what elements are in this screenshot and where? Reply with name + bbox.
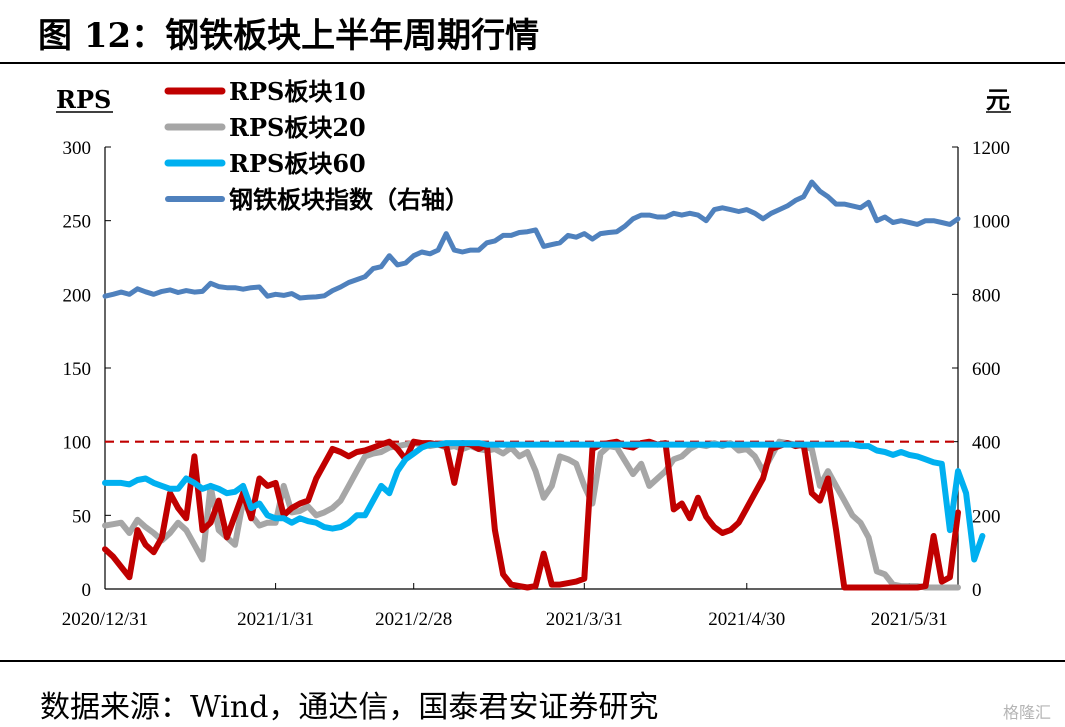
x-tick-label: 2021/1/31 bbox=[237, 609, 314, 630]
line-chart: 0 50 100 150 200 250 300 0 200 400 600 800 1000 1200 2… bbox=[56, 77, 1011, 630]
right-tick-label: 200 bbox=[972, 506, 1001, 527]
left-tick-label: 0 bbox=[82, 580, 92, 601]
title-rule bbox=[0, 62, 1065, 64]
watermark-logo: 格隆汇 bbox=[1002, 703, 1051, 722]
right-tick-label: 600 bbox=[972, 359, 1001, 380]
right-tick-label: 400 bbox=[972, 433, 1001, 454]
legend-label-1: RPS板块20 bbox=[229, 113, 366, 142]
series-line-3 bbox=[102, 179, 961, 301]
legend-label-2: RPS板块60 bbox=[229, 149, 366, 178]
right-tick-label: 0 bbox=[972, 580, 982, 601]
right-tick-label: 800 bbox=[972, 285, 1001, 306]
right-axis-unit: 元 bbox=[986, 85, 1010, 114]
x-tick-label: 2021/3/31 bbox=[546, 609, 623, 630]
left-tick-label: 250 bbox=[63, 212, 92, 233]
series-line-0 bbox=[102, 438, 961, 591]
left-tick-label: 100 bbox=[63, 433, 92, 454]
x-tick-label: 2020/12/31 bbox=[62, 609, 149, 630]
right-tick-label: 1200 bbox=[972, 138, 1010, 159]
series-layer bbox=[102, 179, 986, 591]
series-line-2 bbox=[102, 440, 986, 563]
left-tick-label: 150 bbox=[63, 359, 92, 380]
legend: RPS板块10 RPS板块20 RPS板块60 钢铁板块指数（右轴） bbox=[164, 77, 469, 214]
x-tick-label: 2021/5/31 bbox=[871, 609, 948, 630]
left-tick-label: 50 bbox=[72, 506, 91, 527]
left-axis-unit: RPS bbox=[56, 85, 111, 114]
legend-label-3: 钢铁板块指数（右轴） bbox=[229, 185, 469, 214]
legend-label-0: RPS板块10 bbox=[229, 77, 366, 106]
source-note: 数据来源：Wind，通达信，国泰君安证券研究 bbox=[40, 690, 659, 725]
figure-title: 图 12：钢铁板块上半年周期行情 bbox=[38, 16, 540, 56]
left-tick-label: 300 bbox=[63, 138, 92, 159]
left-tick-label: 200 bbox=[63, 285, 92, 306]
source-rule bbox=[0, 660, 1065, 662]
x-tick-label: 2021/2/28 bbox=[375, 609, 452, 630]
x-tick-label: 2021/4/30 bbox=[708, 609, 785, 630]
right-tick-label: 1000 bbox=[972, 212, 1010, 233]
